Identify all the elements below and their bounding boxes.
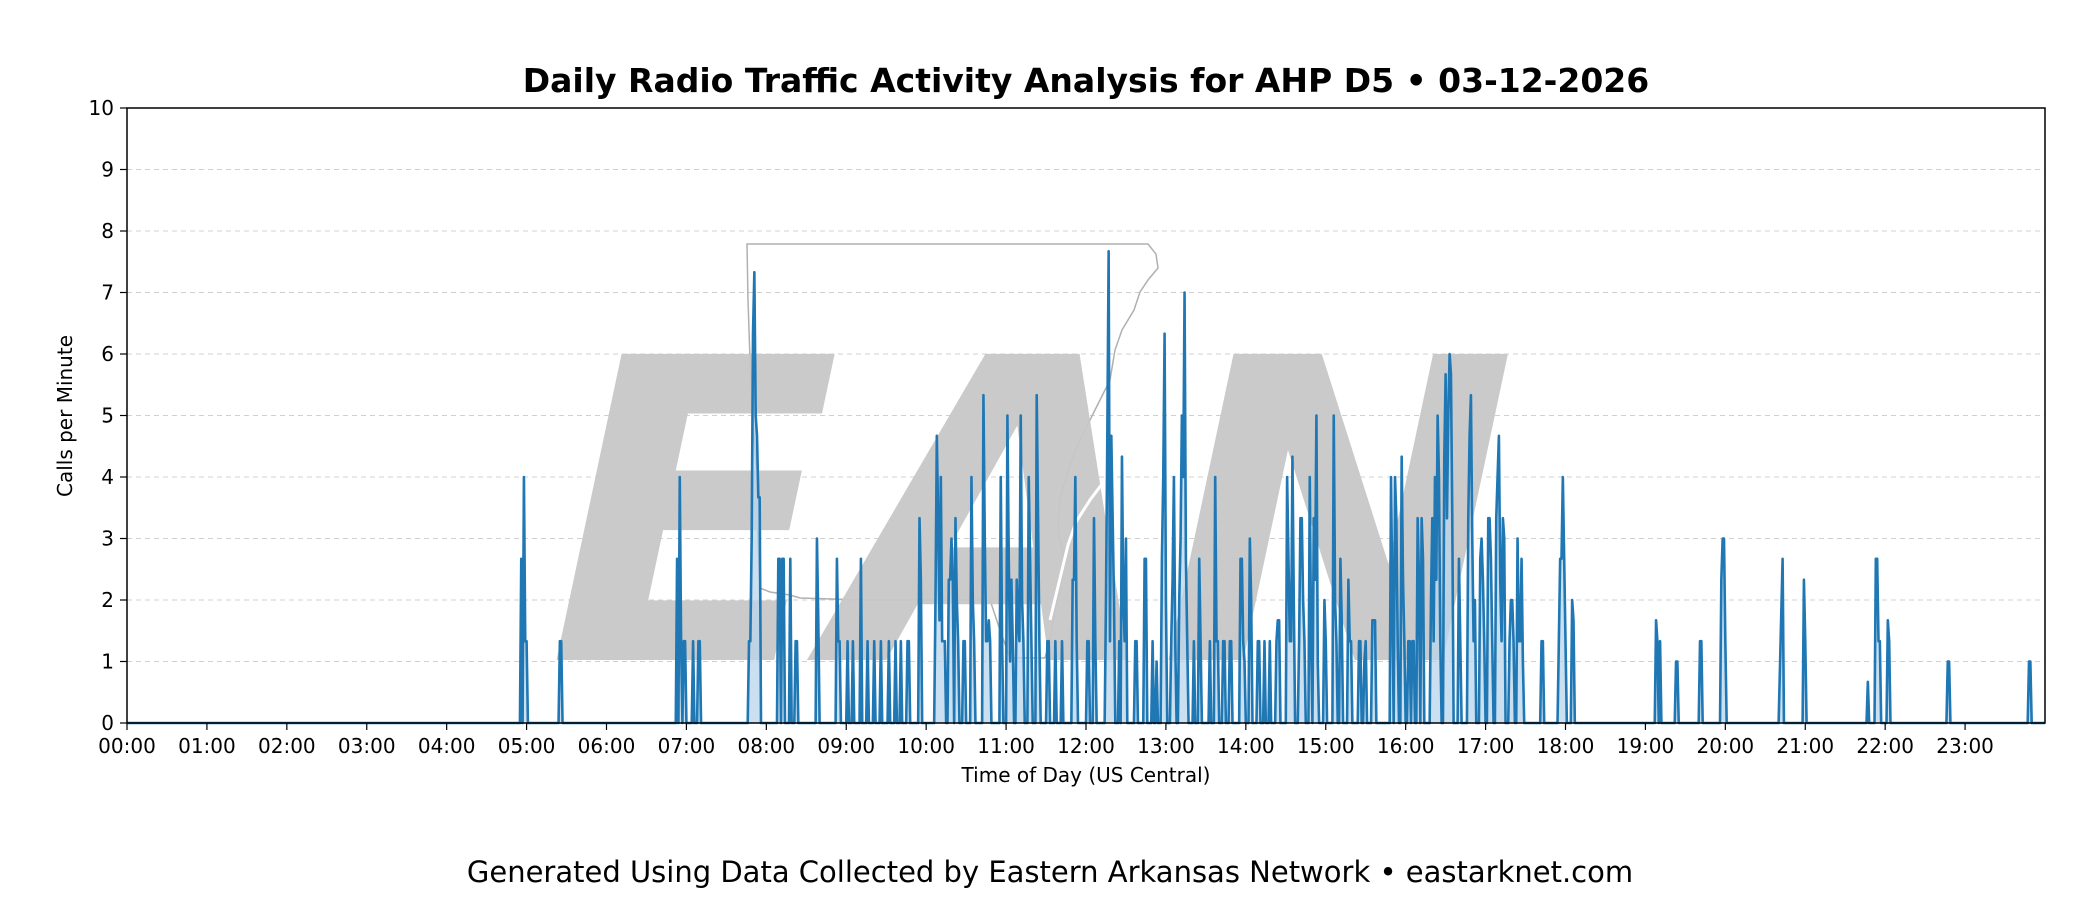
y-tick-label: 5 [101, 404, 114, 428]
mississippi-river-line [1048, 301, 1188, 621]
x-tick-label: 23:00 [1936, 734, 1994, 758]
x-tick-label: 04:00 [418, 734, 476, 758]
y-tick-label: 7 [101, 281, 114, 305]
y-tick-label: 4 [101, 465, 114, 489]
x-axis-label: Time of Day (US Central) [961, 763, 1211, 787]
x-tick-label: 22:00 [1856, 734, 1914, 758]
x-tick-label: 01:00 [178, 734, 236, 758]
y-tick-label: 1 [101, 650, 114, 674]
x-tick-label: 15:00 [1297, 734, 1355, 758]
x-tick-label: 18:00 [1537, 734, 1595, 758]
y-tick-label: 10 [89, 96, 114, 120]
x-tick-label: 03:00 [338, 734, 396, 758]
x-tick-label: 02:00 [258, 734, 316, 758]
y-axis-label: Calls per Minute [53, 335, 77, 497]
y-tick-label: 3 [101, 527, 114, 551]
x-tick-label: 21:00 [1776, 734, 1834, 758]
x-tick-label: 08:00 [738, 734, 796, 758]
x-tick-label: 11:00 [977, 734, 1035, 758]
footer-credit: Generated Using Data Collected by Easter… [466, 855, 1634, 889]
x-tick-label: 13:00 [1137, 734, 1195, 758]
x-tick-label: 10:00 [897, 734, 955, 758]
x-tick-label: 00:00 [98, 734, 156, 758]
x-tick-label: 12:00 [1057, 734, 1115, 758]
axes: 0 1 2 3 4 5 6 7 8 9 10 00:00 01:00 02:00 03:00 04:00 05:… [89, 96, 2046, 758]
x-tick-label: 19:00 [1617, 734, 1675, 758]
y-tick-label: 9 [101, 158, 114, 182]
x-tick-label: 17:00 [1457, 734, 1515, 758]
x-tick-label: 06:00 [578, 734, 636, 758]
x-tick-label: 05:00 [498, 734, 556, 758]
y-tick-label: 8 [101, 219, 114, 243]
y-tick-label: 6 [101, 342, 114, 366]
x-tick-label: 07:00 [658, 734, 716, 758]
x-tick-label: 09:00 [817, 734, 875, 758]
x-tick-label: 16:00 [1377, 734, 1435, 758]
y-tick-label: 0 [101, 711, 114, 735]
x-tick-label: 14:00 [1217, 734, 1275, 758]
grid-lines [127, 169, 2045, 662]
chart-title: Daily Radio Traffic Activity Analysis fo… [523, 61, 1649, 100]
y-tick-label: 2 [101, 588, 114, 612]
x-tick-label: 20:00 [1697, 734, 1755, 758]
